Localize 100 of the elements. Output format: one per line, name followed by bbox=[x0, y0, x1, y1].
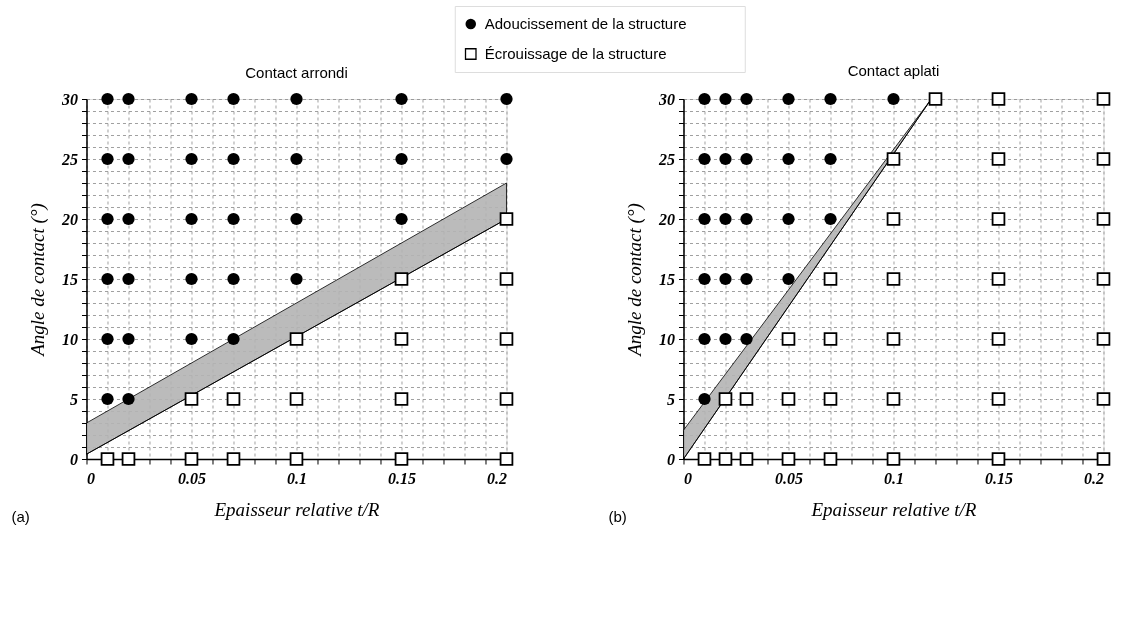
y-tick-label: 25 bbox=[657, 150, 675, 168]
point bbox=[227, 332, 240, 346]
chart-title: Contact arrondi bbox=[245, 64, 348, 81]
point bbox=[122, 212, 135, 226]
point bbox=[395, 212, 408, 226]
point bbox=[395, 92, 408, 106]
point bbox=[781, 452, 796, 466]
point bbox=[886, 152, 901, 166]
point bbox=[1096, 92, 1111, 106]
point bbox=[740, 212, 753, 226]
point bbox=[698, 332, 711, 346]
point bbox=[1096, 272, 1111, 286]
point bbox=[101, 392, 114, 406]
point bbox=[991, 332, 1006, 346]
point bbox=[991, 392, 1006, 406]
point bbox=[782, 92, 795, 106]
point bbox=[740, 152, 753, 166]
y-tick-label: 10 bbox=[61, 330, 78, 348]
x-axis-title: Epaisseur relative t/R bbox=[810, 498, 977, 520]
point bbox=[290, 272, 303, 286]
chart-title: Contact aplati bbox=[847, 62, 940, 80]
legend-label: Écrouissage de la structure bbox=[484, 45, 667, 62]
point bbox=[100, 452, 115, 466]
y-tick-label: 15 bbox=[61, 270, 78, 288]
y-tick-label: 30 bbox=[657, 90, 675, 108]
point bbox=[499, 212, 514, 226]
x-tick-label: 0.2 bbox=[486, 469, 507, 487]
point bbox=[101, 212, 114, 226]
point bbox=[1096, 332, 1111, 346]
point bbox=[1096, 452, 1111, 466]
point bbox=[740, 332, 753, 346]
point bbox=[394, 392, 409, 406]
point bbox=[226, 392, 241, 406]
point bbox=[289, 392, 304, 406]
point bbox=[698, 272, 711, 286]
point bbox=[500, 92, 513, 106]
x-tick-label: 0.15 bbox=[387, 469, 416, 487]
point bbox=[227, 272, 240, 286]
point bbox=[122, 152, 135, 166]
point bbox=[698, 212, 711, 226]
point bbox=[185, 212, 198, 226]
point bbox=[886, 392, 901, 406]
y-tick-label: 5 bbox=[666, 390, 675, 408]
point bbox=[718, 392, 733, 406]
point bbox=[698, 392, 711, 406]
point bbox=[782, 152, 795, 166]
point bbox=[185, 92, 198, 106]
point bbox=[719, 92, 732, 106]
point bbox=[719, 152, 732, 166]
point bbox=[227, 152, 240, 166]
point bbox=[698, 152, 711, 166]
point bbox=[122, 272, 135, 286]
point bbox=[697, 452, 712, 466]
x-tick-label: 0.2 bbox=[1083, 469, 1104, 487]
point bbox=[499, 332, 514, 346]
point bbox=[227, 212, 240, 226]
y-tick-label: 15 bbox=[658, 270, 675, 288]
point bbox=[991, 272, 1006, 286]
point bbox=[739, 452, 754, 466]
point bbox=[823, 392, 838, 406]
point bbox=[824, 92, 837, 106]
point bbox=[782, 272, 795, 286]
point bbox=[823, 452, 838, 466]
point bbox=[886, 452, 901, 466]
x-tick-label: 0 bbox=[86, 469, 95, 487]
point bbox=[499, 392, 514, 406]
point bbox=[1096, 392, 1111, 406]
point bbox=[122, 332, 135, 346]
point bbox=[101, 152, 114, 166]
point bbox=[395, 152, 408, 166]
point bbox=[185, 332, 198, 346]
point bbox=[928, 92, 943, 106]
point bbox=[740, 92, 753, 106]
y-tick-label: 30 bbox=[60, 90, 78, 108]
text: (b) bbox=[608, 508, 627, 525]
x-tick-label: 0.1 bbox=[286, 469, 307, 487]
y-tick-label: 20 bbox=[60, 210, 78, 228]
point bbox=[886, 272, 901, 286]
x-tick-label: 0.1 bbox=[883, 469, 904, 487]
y-tick-label: 10 bbox=[658, 330, 675, 348]
point bbox=[991, 452, 1006, 466]
point bbox=[1096, 212, 1111, 226]
point bbox=[824, 152, 837, 166]
point bbox=[781, 332, 796, 346]
point bbox=[782, 212, 795, 226]
point bbox=[740, 272, 753, 286]
y-tick-label: 25 bbox=[60, 150, 78, 168]
point bbox=[394, 332, 409, 346]
y-tick-label: 0 bbox=[666, 450, 675, 468]
point bbox=[184, 452, 199, 466]
point bbox=[719, 212, 732, 226]
point bbox=[886, 212, 901, 226]
point bbox=[289, 452, 304, 466]
point bbox=[887, 92, 900, 106]
y-tick-label: 20 bbox=[657, 210, 675, 228]
point bbox=[122, 92, 135, 106]
y-axis-title: Angle de contact (°) bbox=[623, 203, 646, 358]
x-axis-title: Epaisseur relative t/R bbox=[213, 498, 380, 520]
point bbox=[184, 392, 199, 406]
point bbox=[991, 152, 1006, 166]
